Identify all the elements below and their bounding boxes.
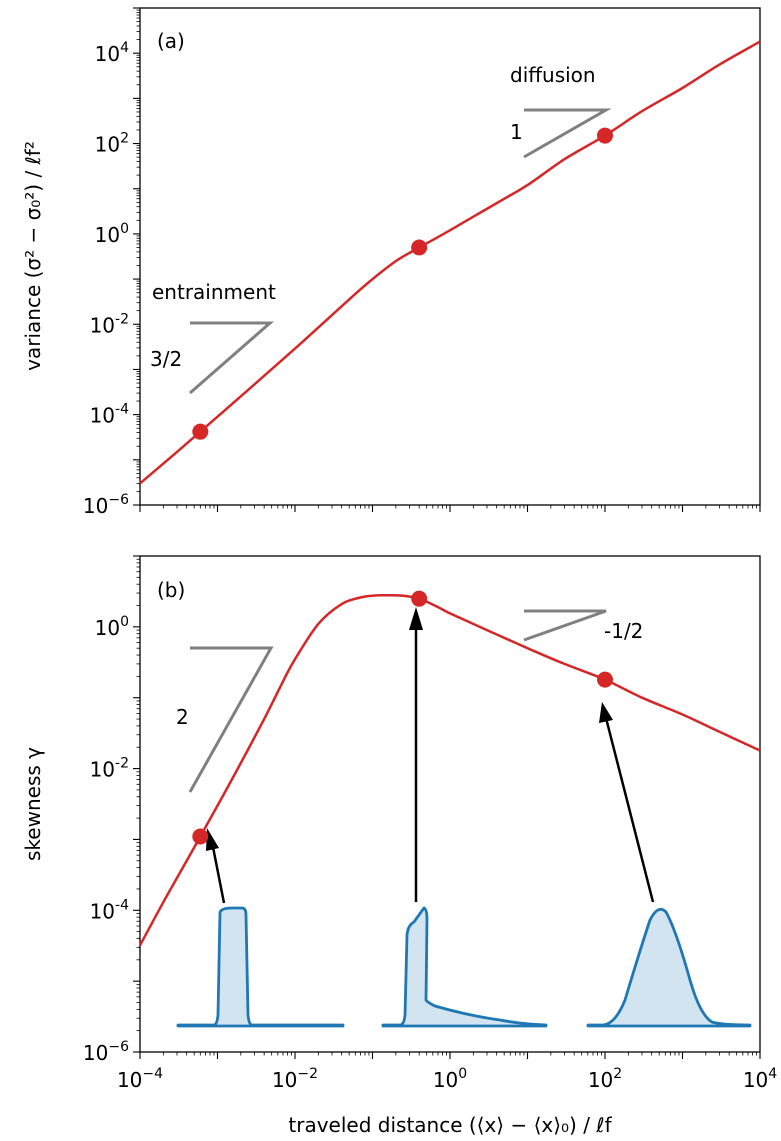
x-tick-label-exp: −2 — [297, 1066, 318, 1082]
x-tick-label: 102 — [588, 1066, 622, 1092]
y-tick-label-base: 10 — [90, 899, 115, 923]
y-tick-label-base: 10 — [95, 223, 120, 247]
y-tick-label: 10-4 — [90, 402, 130, 428]
panel-a-label: (a) — [157, 29, 185, 53]
slope-triangle-2 — [188, 646, 274, 793]
y-tick-label-base: 10 — [83, 494, 108, 518]
x-tick-label-exp: 0 — [458, 1066, 467, 1082]
annotation-diffusion: diffusion — [510, 63, 596, 87]
annotation-slope-minus-half: -1/2 — [604, 619, 643, 643]
y-tick-label-base: 10 — [83, 1041, 108, 1065]
x-tick-label: 100 — [433, 1066, 467, 1092]
x-tick-label: 10−2 — [272, 1066, 318, 1092]
x-tick-label-exp: 2 — [613, 1066, 622, 1082]
y-tick-label-exp: -4 — [115, 402, 129, 418]
x-tick-label-base: 10 — [117, 1068, 142, 1092]
variance-markers — [192, 127, 613, 440]
panel-b-x-ticks: 10−4 10−2 100 102 104 — [117, 1052, 777, 1092]
annotation-slope-2: 2 — [176, 705, 189, 729]
y-tick-label: 100 — [95, 221, 129, 247]
distribution-peak — [381, 906, 548, 1028]
y-tick-label-base: 10 — [95, 616, 120, 640]
data-marker — [411, 590, 428, 607]
y-tick-label-exp: -2 — [115, 311, 129, 327]
data-marker — [192, 423, 209, 440]
panel-a-x-ticks — [139, 505, 761, 512]
x-tick-label: 104 — [743, 1066, 777, 1092]
data-marker — [411, 239, 428, 256]
slope-triangle-entrainment — [189, 321, 274, 395]
distribution-entrainment — [176, 906, 345, 1028]
annotation-slope-1: 1 — [510, 120, 523, 144]
y-tick-label-base: 10 — [90, 313, 115, 337]
x-axis-label: traveled distance (⟨x⟩ − ⟨x⟩₀) / ℓf — [288, 1113, 612, 1137]
y-tick-label-exp: 4 — [120, 40, 129, 56]
y-tick-label-base: 10 — [95, 133, 120, 157]
arrow-3 — [604, 717, 655, 903]
annotation-slope-3-2: 3/2 — [150, 347, 182, 371]
y-tick-label-exp: -4 — [115, 897, 129, 913]
y-tick-label: 10−6 — [83, 1039, 129, 1065]
y-tick-label: 10−6 — [83, 492, 129, 518]
y-tick-label-exp: -2 — [115, 756, 129, 772]
data-marker — [597, 127, 613, 144]
x-tick-label-exp: 4 — [768, 1066, 777, 1082]
y-tick-label-exp: −6 — [108, 1039, 129, 1055]
y-tick-label: 102 — [95, 131, 129, 157]
data-marker — [192, 828, 209, 845]
y-tick-label: 10-4 — [90, 897, 130, 923]
y-tick-label-base: 10 — [90, 404, 115, 428]
arrowhead-2 — [409, 607, 423, 630]
distribution-diffusion — [586, 907, 752, 1028]
panel-a-y-axis-label: variance (σ² − σ₀²) / ℓf² — [21, 141, 45, 371]
x-tick-label-exp: −4 — [142, 1066, 163, 1082]
y-tick-label: 100 — [95, 614, 129, 640]
slope-triangle-diffusion — [523, 108, 612, 159]
arrowhead-1 — [206, 828, 219, 851]
y-tick-label-base: 10 — [95, 42, 120, 66]
x-tick-label-base: 10 — [743, 1068, 768, 1092]
panel-a-frame — [139, 7, 761, 506]
arrowhead-3 — [599, 702, 613, 723]
data-marker — [597, 671, 613, 688]
x-tick-label-base: 10 — [588, 1068, 613, 1092]
y-tick-label-exp: 0 — [120, 221, 129, 237]
x-tick-label: 10−4 — [117, 1066, 163, 1092]
y-tick-label-exp: −6 — [108, 492, 129, 508]
variance-curve — [139, 40, 761, 485]
y-tick-label: 10-2 — [90, 756, 129, 782]
panel-b-y-axis-label: skewness γ — [21, 747, 45, 861]
y-tick-label: 10-2 — [90, 311, 129, 337]
annotation-entrainment: entrainment — [152, 280, 276, 304]
arrow-1 — [210, 841, 226, 904]
panel-b-label: (b) — [157, 578, 185, 602]
slope-triangle-minus-half — [523, 609, 607, 642]
y-tick-label-exp: 0 — [120, 614, 129, 630]
y-tick-label: 104 — [95, 40, 129, 66]
y-tick-label-base: 10 — [90, 758, 115, 782]
skewness-markers — [192, 590, 613, 845]
x-tick-label-base: 10 — [433, 1068, 458, 1092]
y-tick-label-exp: 2 — [120, 131, 129, 147]
x-tick-label-base: 10 — [272, 1068, 297, 1092]
